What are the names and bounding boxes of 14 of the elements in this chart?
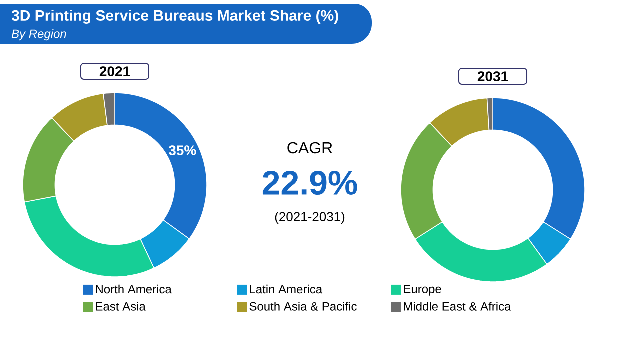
data-label: 35%	[168, 146, 196, 156]
legend-label: North America	[96, 284, 172, 294]
text: CAGR	[288, 142, 332, 154]
legend-label: Middle East & Africa	[404, 302, 512, 311]
text: By Region	[12, 29, 66, 41]
legend-label: South Asia & Pacific	[250, 302, 357, 311]
chart-title: 2021	[100, 66, 130, 77]
text: (2021-2031)	[275, 212, 345, 224]
text: 3D Printing Service Bureaus Market Share (%)	[12, 10, 338, 24]
legend-label: Latin America	[250, 284, 323, 294]
legend-label: Europe	[404, 285, 442, 296]
text: 22.9%	[262, 170, 358, 196]
chart-title: 2031	[478, 72, 508, 82]
legend-label: East Asia	[96, 302, 146, 311]
